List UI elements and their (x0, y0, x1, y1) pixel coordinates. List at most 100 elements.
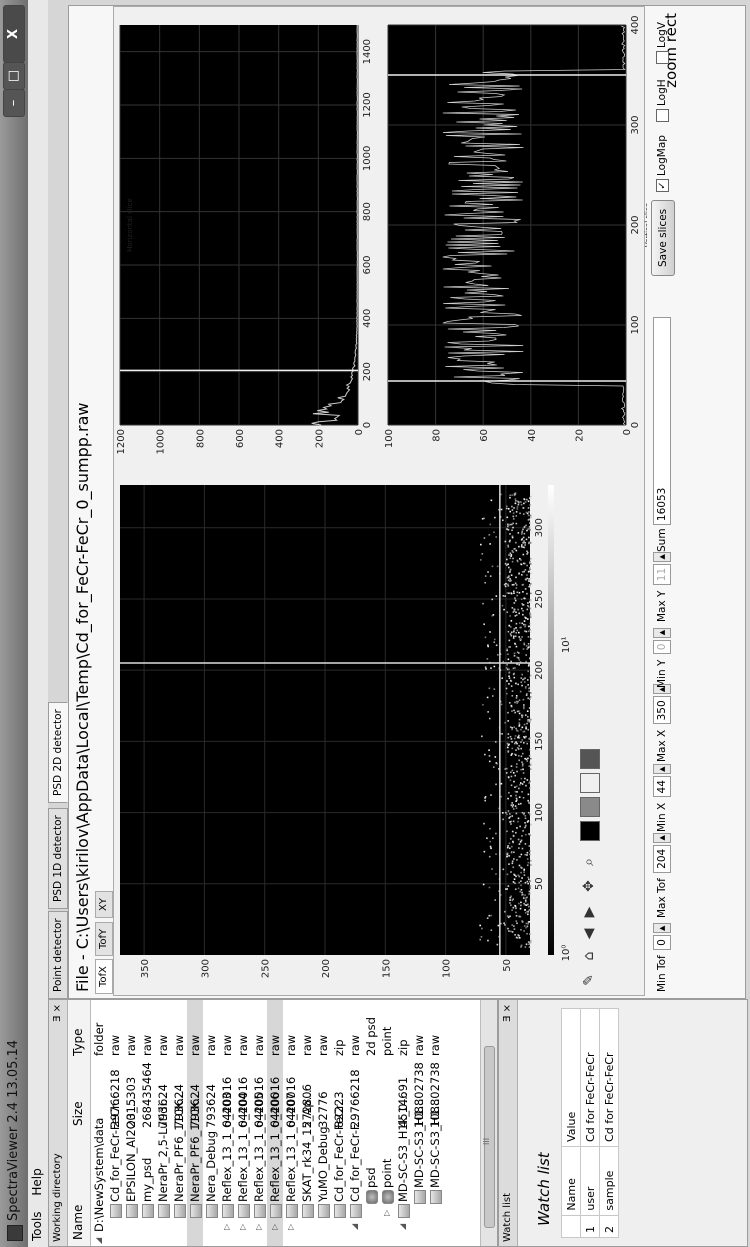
heatmap-count (523, 643, 526, 646)
list-item[interactable]: ▷ Reflex_13_1_0_403 6420016 raw (219, 1000, 235, 1246)
heatmap-count (518, 663, 520, 666)
min-y-input[interactable]: 0 (653, 639, 671, 655)
expand-arrow-icon[interactable]: ▷ (382, 1209, 391, 1216)
panel-float-close-icon[interactable]: Ǝ × (502, 1004, 513, 1022)
pan-icon[interactable]: ✥ (581, 880, 597, 892)
pencil-icon[interactable]: ✎ (581, 974, 597, 986)
home-icon[interactable]: ⌂ (581, 951, 597, 961)
row-name[interactable]: user (580, 1146, 600, 1216)
heatmap-count (515, 800, 517, 803)
tab-tofy[interactable]: TofY (95, 921, 113, 956)
back-arrow-icon[interactable]: ◀ (581, 928, 597, 940)
watch-value-header[interactable]: Value (561, 1008, 581, 1147)
colormap-swatch-black[interactable] (580, 821, 600, 841)
heatmap-count (515, 549, 518, 552)
logh-check-icon[interactable] (655, 109, 669, 122)
heatmap-count (522, 536, 525, 539)
list-item[interactable]: NeraPr_2,5-Lutidi... 793624 raw (155, 1000, 171, 1246)
watch-name-header[interactable]: Name (561, 1146, 581, 1216)
expand-arrow-icon[interactable]: ▷ (222, 1223, 231, 1230)
logv-checkbox[interactable]: LogV (653, 22, 671, 64)
min-tof-input[interactable]: 0 (653, 935, 671, 950)
max-y-input[interactable]: 11 (653, 563, 671, 586)
logmap-checkbox[interactable]: ✓ LogMap (653, 135, 671, 192)
list-item[interactable]: ◢ D:\NewSystem\data folder (91, 1000, 107, 1246)
list-item[interactable]: my_psd 268435464 raw (139, 1000, 155, 1246)
list-item[interactable]: ▷ Reflex_13_1_0_405 6420016 raw (251, 1000, 267, 1246)
menu-tools[interactable]: Tools (30, 1211, 44, 1241)
logv-check-icon[interactable] (655, 51, 669, 64)
logmap-check-icon[interactable]: ✓ (655, 179, 669, 192)
min-x-stepper[interactable]: ▲ (653, 764, 671, 775)
list-item[interactable]: ▷ Reflex_13_1_0_407 6420016 raw (283, 1000, 299, 1246)
scrollbar-thumb[interactable]: III (482, 1046, 495, 1228)
tab-tofx[interactable]: TofX (95, 959, 113, 994)
heatmap-count (486, 837, 488, 840)
list-item[interactable]: MD-SC-S3_H1... 108802738 raw (427, 1000, 443, 1246)
close-button[interactable]: X (3, 5, 25, 63)
forward-arrow-icon[interactable]: ▶ (581, 906, 597, 918)
max-tof-input[interactable]: 204 (653, 844, 671, 873)
list-item[interactable]: ▷ Reflex_13_1_0_404 6420016 raw (235, 1000, 251, 1246)
colormap-swatch-dark[interactable] (580, 749, 600, 769)
list-item[interactable]: Cd_for_FeCr-FeCr... 29766218 raw (107, 1000, 123, 1246)
expand-arrow-icon[interactable]: ▷ (254, 1223, 263, 1230)
expand-arrow-icon[interactable]: ◢ (94, 1237, 103, 1244)
heatmap-count (526, 498, 528, 501)
expand-arrow-icon[interactable]: ◢ (350, 1223, 359, 1230)
list-item[interactable]: SKAT_rk34_15_Ap... 272806 raw (299, 1000, 315, 1246)
list-item[interactable]: ▷ Reflex_13_1_0_406 6420016 raw (267, 1000, 283, 1246)
expand-arrow-icon[interactable]: ▷ (286, 1223, 295, 1230)
horizontal-scrollbar[interactable]: III (480, 1000, 497, 1246)
list-item[interactable]: Cd_for_FeCr-FeCr... 82223 zip (331, 1000, 347, 1246)
colormap-swatch-gray[interactable] (580, 797, 600, 817)
list-item[interactable]: NeraPr_PF6_110K... 793624 raw (187, 1000, 203, 1246)
min-x-input[interactable]: 44 (653, 776, 671, 798)
tab-psd-2d-detector[interactable]: PSD 2D detector (48, 702, 68, 803)
maximize-button[interactable]: □ (3, 62, 25, 90)
panel-float-close-icon[interactable]: Ǝ × (52, 1004, 63, 1022)
list-item[interactable]: NeraPr_PF6_110K... 793624 raw (171, 1000, 187, 1246)
row-name[interactable]: sample (599, 1146, 619, 1216)
column-name[interactable]: Name (71, 1204, 85, 1240)
save-slices-button[interactable]: Save slices (651, 199, 675, 276)
list-item[interactable]: ◢ Cd_for_FeCr-F... 29766218 raw (347, 1000, 363, 1246)
minimize-button[interactable]: – (3, 89, 25, 117)
tof-x-heatmap[interactable]: 50 100 150 200 250 300 50 100 150 200 250 300 350 10⁰… (114, 475, 574, 995)
row-value[interactable]: Cd for FeCr-FeCr (599, 1008, 619, 1147)
max-x-input[interactable]: 350 (653, 696, 671, 725)
vertical-slice-chart[interactable]: 0 100 200 300 400 0 20 40 60 80 100 Vertical slice (382, 13, 647, 465)
tab-psd-1d-detector[interactable]: PSD 1D detector (48, 808, 68, 909)
heatmap-count (518, 545, 520, 548)
y-tick-label: 1000 (156, 429, 167, 454)
expand-arrow-icon[interactable]: ▷ (270, 1223, 279, 1230)
table-row[interactable]: 2 sample Cd for FeCr-FeCr (599, 1008, 619, 1238)
tab-xy[interactable]: XY (95, 891, 113, 918)
list-item[interactable]: EPSILON_Al2O3_... 2015303 raw (123, 1000, 139, 1246)
horizontal-slice-chart[interactable]: 0 200 400 600 800 1000 1200 1400 0 200 400 600 800 10… (114, 13, 379, 465)
expand-arrow-icon[interactable]: ▷ (238, 1223, 247, 1230)
list-item[interactable]: ▷ point point (379, 1000, 395, 1246)
colormap-swatch-white[interactable] (580, 773, 600, 793)
list-item[interactable]: ◢ MD-SC-S3_H1k_0... 4514691 zip (395, 1000, 411, 1246)
menu-help[interactable]: Help (30, 1168, 44, 1196)
list-item[interactable]: MD-SC-S3_H1... 108802738 raw (411, 1000, 427, 1246)
row-value[interactable]: Cd for FeCr-FeCr (580, 1008, 600, 1147)
expand-arrow-icon[interactable]: ◢ (398, 1223, 407, 1230)
min-tof-stepper[interactable]: ▲ (653, 923, 671, 934)
list-item[interactable]: Nera_Debug 793624 raw (203, 1000, 219, 1246)
heatmap-count (529, 918, 532, 920)
heatmap-count (490, 667, 492, 669)
sum-field[interactable]: 16053 (653, 317, 671, 526)
max-tof-stepper[interactable]: ▲ (653, 832, 671, 843)
table-row[interactable]: 1 user Cd for FeCr-FeCr (580, 1008, 600, 1238)
tab-point-detector[interactable]: Point detector (48, 911, 68, 999)
zoom-icon[interactable]: ⌕ (581, 858, 597, 866)
column-size[interactable]: Size (71, 1101, 85, 1126)
min-y-stepper[interactable]: ▲ (653, 627, 671, 638)
list-item[interactable]: psd 2d psd (363, 1000, 379, 1246)
column-type[interactable]: Type (71, 1028, 85, 1056)
max-y-stepper[interactable]: ▲ (653, 551, 671, 562)
list-item[interactable]: YuMO_Debug 32776 raw (315, 1000, 331, 1246)
logh-checkbox[interactable]: LogH (653, 79, 671, 122)
